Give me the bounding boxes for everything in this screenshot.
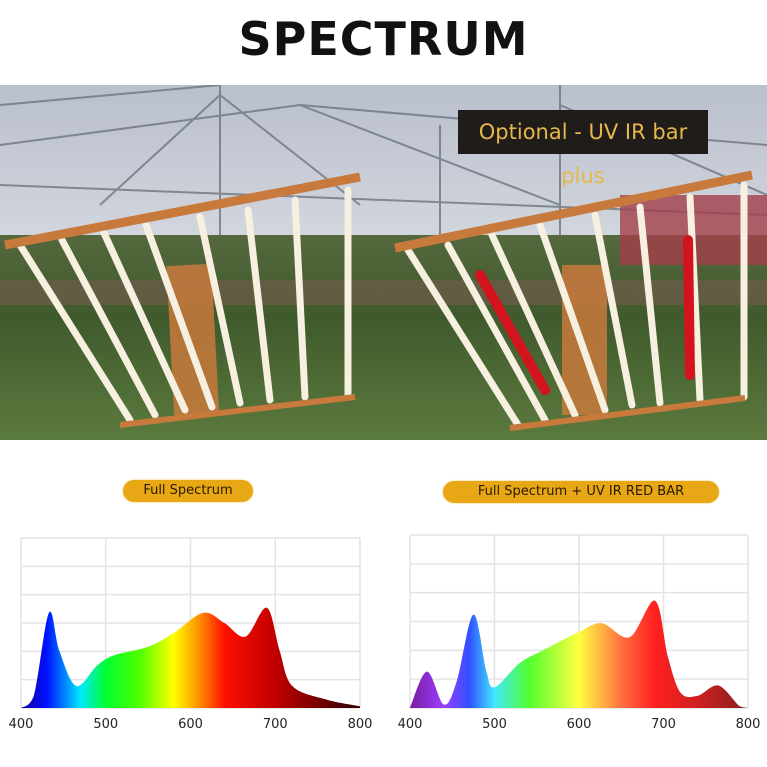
led-grow-light-fixture-uv-ir bbox=[394, 170, 753, 431]
x-tick-label: 400 bbox=[398, 717, 423, 732]
x-tick-label: 800 bbox=[348, 717, 373, 732]
spectrum-chart-full: 400 500 600 700 800 bbox=[9, 537, 373, 732]
page-title: SPECTRUM bbox=[238, 12, 529, 66]
x-tick-label: 800 bbox=[736, 717, 761, 732]
x-tick-label: 600 bbox=[567, 717, 592, 732]
spectrum-area bbox=[410, 600, 748, 708]
x-tick-label: 500 bbox=[93, 717, 118, 732]
x-tick-label: 500 bbox=[482, 717, 507, 732]
ir-red-bar bbox=[475, 235, 695, 395]
led-grow-light-fixture bbox=[4, 172, 361, 428]
optional-uv-ir-callout: Optional - UV IR bar plus bbox=[458, 110, 708, 188]
spectrum-area bbox=[21, 607, 360, 708]
x-tick-label: 600 bbox=[178, 717, 203, 732]
spectrum-chart-uv-ir: 400 500 600 700 800 bbox=[398, 534, 761, 732]
x-tick-label: 700 bbox=[651, 717, 676, 732]
chart-title-uv-ir: Full Spectrum + UV IR RED BAR bbox=[443, 481, 719, 503]
x-tick-label: 400 bbox=[9, 717, 34, 732]
x-tick-label: 700 bbox=[263, 717, 288, 732]
chart-title-full-spectrum: Full Spectrum bbox=[123, 480, 253, 502]
